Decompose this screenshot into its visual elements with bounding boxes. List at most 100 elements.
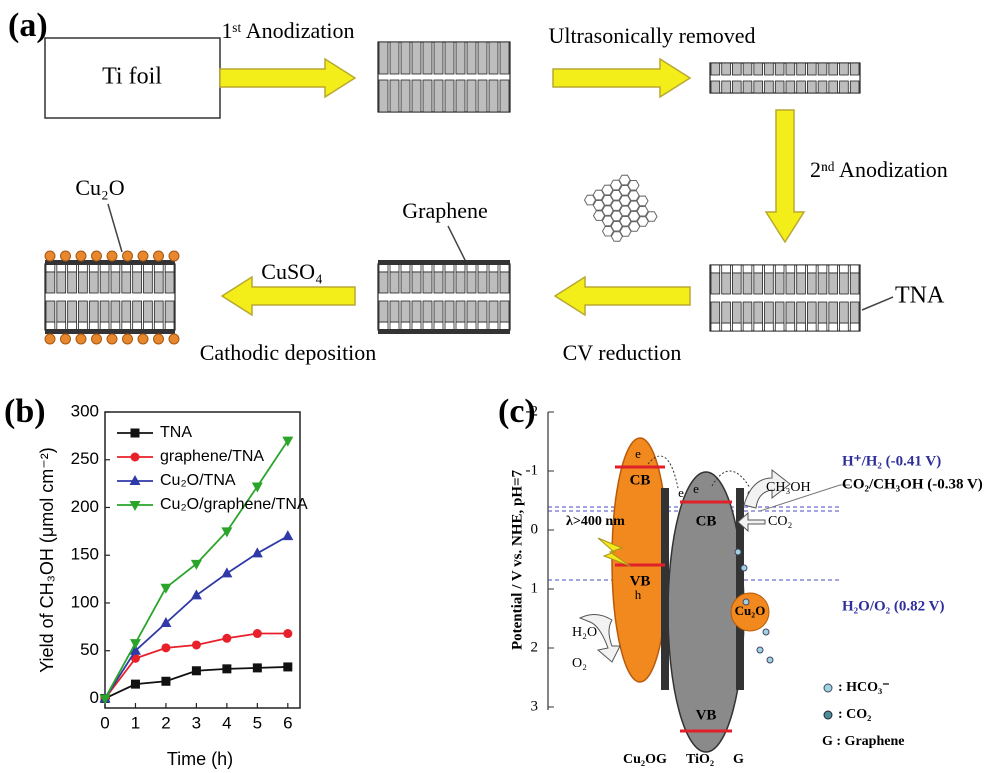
tube [765,302,774,323]
tube-bottom [79,322,88,330]
y-tick-label: 200 [71,497,99,516]
tube [722,81,731,93]
tube [818,63,827,75]
marker [191,560,202,570]
tube [489,272,498,293]
hexagon [619,224,633,238]
tube [456,80,465,112]
hexagon [610,229,624,243]
tube-top [379,264,388,272]
tube-bottom [445,322,454,330]
hexagon [601,214,615,228]
tube [412,80,421,112]
tube [489,301,498,322]
y-tick-label: 2 [531,639,539,655]
carrier-label: e [693,481,699,496]
x-tick-label: 6 [283,713,292,732]
bottom-label: Cu₂O [623,752,656,767]
graphene-sheet [583,170,658,246]
tube [456,301,465,322]
legend-label: : HCO₃⁻ [838,680,890,695]
tube [850,63,859,75]
tube-top [818,265,827,273]
x-tick-label: 4 [222,713,231,732]
tna-label: TNA [895,283,945,309]
molecule [757,647,763,653]
cu2o-particle [169,334,179,344]
tube [489,80,498,112]
tube-bottom [122,322,131,330]
tube [765,63,774,75]
tube [732,63,741,75]
panel-label: (a) [8,7,48,44]
tube [467,272,476,293]
tube [722,273,731,294]
tube-bottom [57,322,66,330]
tube [434,272,443,293]
tube [711,302,720,323]
tube-top [165,264,174,272]
marker [192,666,201,675]
tube [379,301,388,322]
band-label: CB [630,472,651,488]
tube [401,80,410,112]
tube [390,301,399,322]
tube [711,273,720,294]
pointer [448,226,466,262]
tube [456,272,465,293]
legend-label: Cu₂O/graphene/TNA [160,496,308,513]
cu2o-particle [45,251,55,261]
hexagon [618,204,632,218]
tube [786,273,795,294]
marker [131,453,140,462]
cu2o-particle [92,251,102,261]
tube [144,301,153,322]
tube [818,302,827,323]
molecule [767,657,773,663]
tube [807,63,816,75]
band-diagram: -2-10123Potential / V vs. NHE, pH=7H⁺/H₂… [509,403,982,767]
band-label: VB [696,707,717,723]
bottom-label: G [733,752,744,767]
tube-top [840,265,849,273]
hexagon [610,209,624,223]
cu2o-particle [138,251,148,261]
tube-top [786,265,795,273]
tube [743,81,752,93]
figure: (a) Ti foil 1ˢᵗ Anodization Ultrasonical… [0,0,992,773]
x-tick-label: 2 [161,713,170,732]
x-axis-label: Time (h) [167,749,233,769]
reagent-label: CuSO₄ [261,259,322,284]
carrier-label: h [635,587,642,602]
cu2o-particle [76,251,86,261]
x-tick-label: 0 [100,713,109,732]
tube [68,301,77,322]
y-tick-label: 3 [531,698,539,714]
cu2o-particle [107,251,117,261]
marker [252,547,263,557]
tube [467,80,476,112]
y-tick-label: 0 [90,688,99,707]
cu2o-particle [123,251,133,261]
cu2o-particle [107,334,117,344]
tube [732,302,741,323]
tube-bottom [732,323,741,331]
tube [840,302,849,323]
tube [100,301,109,322]
light-label: λ>400 nm [566,514,625,529]
process-arrow [220,59,355,97]
molecule [741,565,747,571]
marker [161,677,170,686]
legend-label: Cu₂O/TNA [160,472,236,489]
tube-top [445,264,454,272]
tube [111,301,120,322]
tube [434,42,443,74]
cu2o-particle [45,334,55,344]
species-label: CO₂ [768,514,792,529]
tube-bottom [89,322,98,330]
tube [786,63,795,75]
tube [775,81,784,93]
couple-label: H₂O/O₂ (0.82 V) [842,598,944,614]
tube-top [79,264,88,272]
tube [807,273,816,294]
